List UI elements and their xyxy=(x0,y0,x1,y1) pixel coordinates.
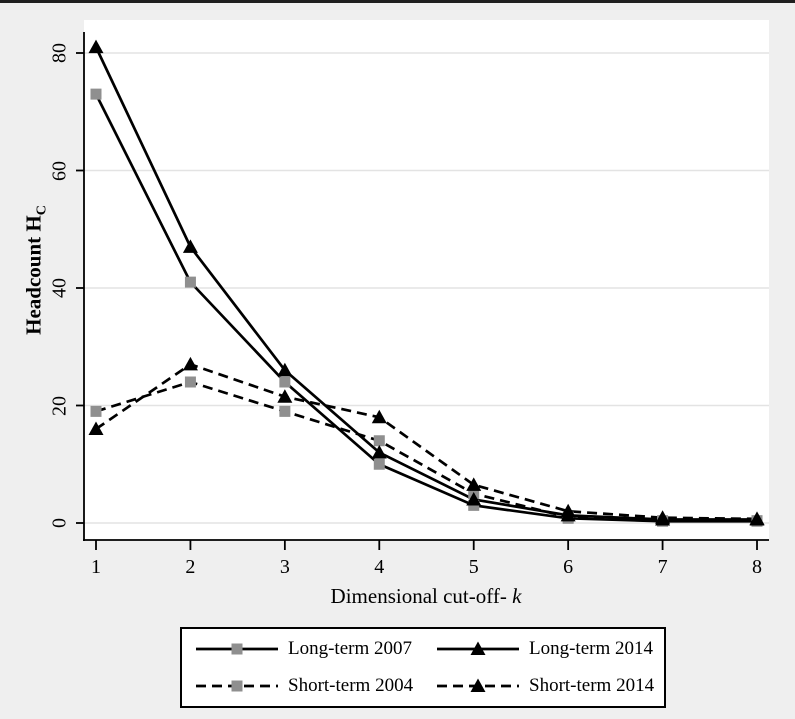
plot-region: Headcount HC 0 20 40 60 80 1 2 3 4 5 6 7… xyxy=(21,20,769,609)
legend-item-short-term-2004: Short-term 2004 xyxy=(182,675,423,697)
legend-sample-solid-triangle xyxy=(437,641,519,656)
triangle-marker xyxy=(466,477,482,491)
legend-sample-dashed-triangle xyxy=(437,678,519,692)
x-tick-label-7: 7 xyxy=(657,556,668,578)
triangle-marker xyxy=(88,39,104,54)
legend: Long-term 2007 Long-term 2014 Short-term… xyxy=(180,627,666,708)
legend-sample-dashed-square xyxy=(196,680,278,692)
square-marker xyxy=(90,405,102,417)
window-top-border xyxy=(0,0,795,3)
y-tick-label-40: 40 xyxy=(48,278,71,298)
series-line xyxy=(95,362,758,521)
legend-label: Long-term 2007 xyxy=(288,638,413,660)
plot-background xyxy=(84,20,769,540)
square-marker xyxy=(184,376,196,388)
x-tick-label-3: 3 xyxy=(279,556,290,578)
square-marker xyxy=(184,276,196,288)
legend-item-short-term-2014: Short-term 2014 xyxy=(423,675,664,697)
x-tick-label-1: 1 xyxy=(91,556,101,578)
x-axis-title-variable: k xyxy=(512,584,522,608)
x-tick-label-4: 4 xyxy=(374,556,385,578)
square-marker xyxy=(231,680,243,692)
square-marker xyxy=(373,458,385,470)
y-axis-title-text: Headcount H xyxy=(21,215,46,335)
square-marker xyxy=(231,643,243,655)
triangle-marker xyxy=(182,356,198,371)
triangle-marker xyxy=(470,678,486,692)
y-tick-label-80: 80 xyxy=(48,43,71,63)
plot-area xyxy=(76,20,769,550)
x-tick-label-5: 5 xyxy=(468,556,479,578)
x-axis-title-text: Dimensional cut-off- xyxy=(330,584,513,608)
series-line xyxy=(94,46,758,521)
square-marker xyxy=(279,376,291,388)
triangle-marker xyxy=(560,503,576,518)
square-marker xyxy=(90,88,102,100)
x-tick-label-6: 6 xyxy=(563,556,574,578)
triangle-marker xyxy=(277,389,293,403)
triangle-marker xyxy=(470,641,486,656)
y-tick-label-0: 0 xyxy=(48,518,71,528)
y-axis-title: Headcount HC xyxy=(21,205,50,335)
triangle-marker xyxy=(277,362,293,377)
x-tick-label-8: 8 xyxy=(752,556,762,578)
triangle-marker xyxy=(371,409,387,424)
y-axis-title-subscript: C xyxy=(34,205,50,216)
x-axis-title: Dimensional cut-off- k xyxy=(331,584,522,609)
legend-label: Short-term 2014 xyxy=(529,674,655,696)
triangle-marker xyxy=(655,510,671,524)
triangle-marker xyxy=(182,239,198,253)
triangle-marker xyxy=(88,421,104,435)
triangle-marker xyxy=(466,492,482,506)
triangle-marker xyxy=(371,445,387,459)
y-tick-label-60: 60 xyxy=(48,160,71,181)
square-marker xyxy=(279,405,291,417)
y-tick-label-20: 20 xyxy=(48,395,71,416)
legend-label: Long-term 2014 xyxy=(529,638,654,660)
legend-label: Short-term 2004 xyxy=(288,674,414,696)
legend-item-long-term-2014: Long-term 2014 xyxy=(423,638,664,660)
legend-item-long-term-2007: Long-term 2007 xyxy=(182,638,423,660)
legend-sample-solid-square xyxy=(196,643,278,655)
x-tick-label-2: 2 xyxy=(185,556,196,578)
triangle-marker xyxy=(749,511,765,525)
square-marker xyxy=(373,435,385,447)
